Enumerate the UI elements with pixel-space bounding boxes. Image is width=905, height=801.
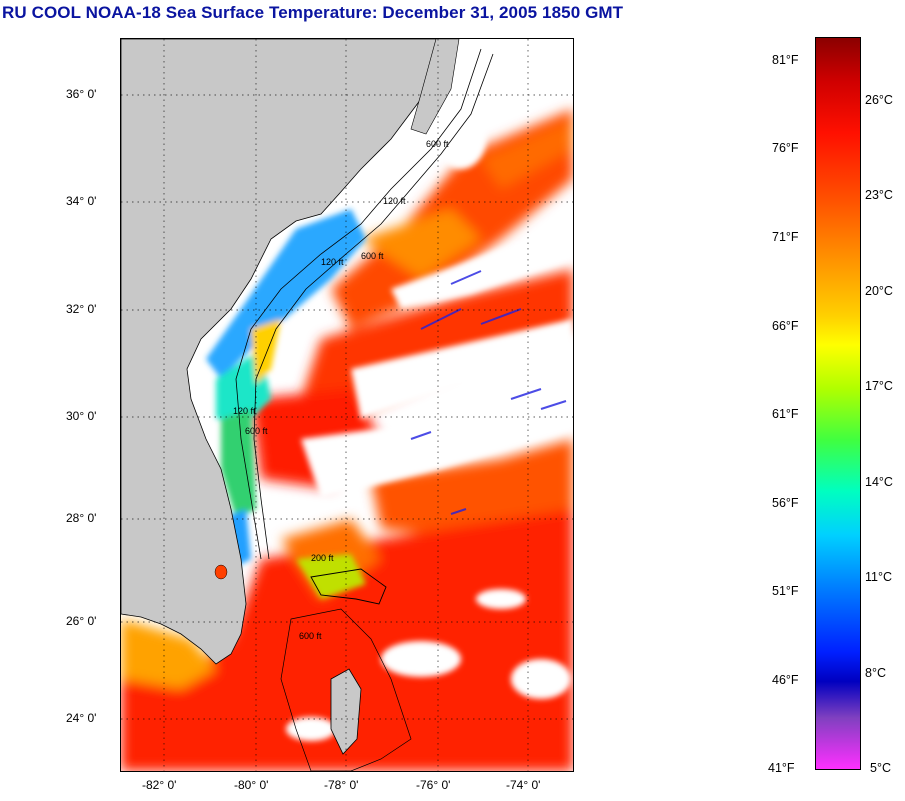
sst-map: 120 ft 600 ft 120 ft 600 ft 120 ft 600 f… [120,38,574,772]
lat-label: 36° 0' [66,87,97,101]
colorbar-gradient [816,38,860,769]
colorbar-celsius-label: 8°C [865,666,886,680]
lat-label: 30° 0' [66,409,97,423]
lon-label: -80° 0' [234,778,269,792]
lon-label: -74° 0' [506,778,541,792]
temperature-colorbar [815,37,861,770]
isobath-label: 600 ft [299,631,322,641]
colorbar-fahrenheit-label: 66°F [772,319,799,333]
colorbar-fahrenheit-label: 46°F [772,673,799,687]
isobath-label: 600 ft [426,139,449,149]
isobath-label: 120 ft [383,196,406,206]
sst-map-canvas: 120 ft 600 ft 120 ft 600 ft 120 ft 600 f… [121,39,573,771]
sst-cold-streaks [410,270,567,515]
land-mainland [121,39,444,665]
isobath-label: 120 ft [233,406,256,416]
lon-label: -82° 0' [142,778,177,792]
isobath-label: 600 ft [245,426,268,436]
colorbar-fahrenheit-label: 71°F [772,230,799,244]
lat-label: 26° 0' [66,614,97,628]
map-title: RU COOL NOAA-18 Sea Surface Temperature:… [2,3,624,22]
land-bahamas-grand [310,568,387,605]
colorbar-fahrenheit-label: 51°F [772,584,799,598]
lake-okeechobee [214,564,228,580]
isobath-label: 600 ft [361,251,384,261]
colorbar-fahrenheit-label: 56°F [772,496,799,510]
lat-label: 24° 0' [66,711,97,725]
colorbar-celsius-label: 23°C [865,188,893,202]
colorbar-celsius-label: 20°C [865,284,893,298]
lat-label: 28° 0' [66,511,97,525]
isobath-labels: 120 ft 600 ft 120 ft 600 ft 120 ft 600 f… [233,139,449,641]
colorbar-fahrenheit-label: 41°F [768,761,795,775]
colorbar-celsius-label: 26°C [865,93,893,107]
lon-label: -76° 0' [416,778,451,792]
lon-label: -78° 0' [324,778,359,792]
colorbar-fahrenheit-label: 61°F [772,407,799,421]
colorbar-celsius-label: 14°C [865,475,893,489]
colorbar-celsius-label: 5°C [870,761,891,775]
colorbar-fahrenheit-label: 76°F [772,141,799,155]
land-outer-banks [410,39,460,135]
land-bahamas-bank [280,608,412,771]
lat-label: 34° 0' [66,194,97,208]
colorbar-fahrenheit-label: 81°F [772,53,799,67]
colorbar-celsius-label: 17°C [865,379,893,393]
isobath-lines [235,48,494,560]
isobath-label: 120 ft [321,257,344,267]
colorbar-celsius-label: 11°C [865,570,893,584]
lat-label: 32° 0' [66,302,97,316]
isobath-label: 200 ft [311,553,334,563]
graticule [121,39,573,771]
cloud-cover [286,109,573,741]
